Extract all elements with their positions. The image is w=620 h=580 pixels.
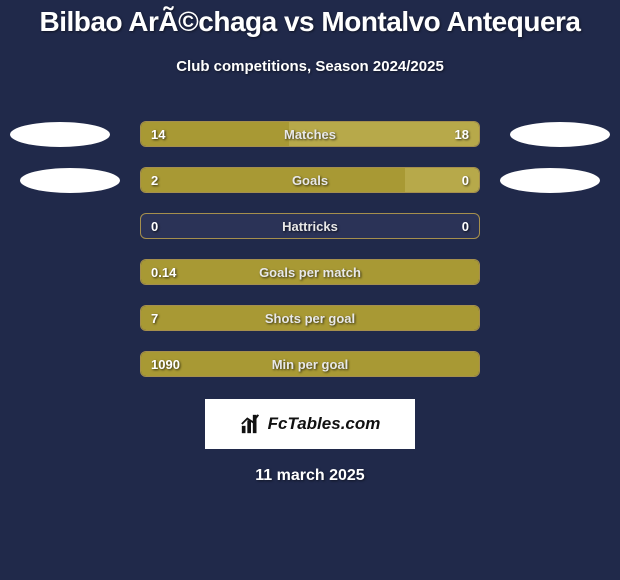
stat-bar: 20Goals [140, 167, 480, 193]
page-title: Bilbao ArÃ©chaga vs Montalvo Antequera [0, 0, 620, 38]
stat-row: 1090Min per goal [0, 341, 620, 387]
stat-bar: 1090Min per goal [140, 351, 480, 377]
team-logo-left [20, 168, 120, 193]
stat-bar: 1418Matches [140, 121, 480, 147]
brand-icon [240, 413, 262, 435]
stat-bar: 0 0Hattricks [140, 213, 480, 239]
comparison-infographic: Bilbao ArÃ©chaga vs Montalvo Antequera C… [0, 0, 620, 485]
bar-segment-left [141, 306, 479, 330]
bar-segment-right [405, 168, 479, 192]
team-logo-right [500, 168, 600, 193]
bar-segment-left [141, 122, 289, 146]
stat-row: 0 0Hattricks [0, 203, 620, 249]
bar-segment-left [141, 260, 479, 284]
stat-bar: 7Shots per goal [140, 305, 480, 331]
stat-bar: 0.14Goals per match [140, 259, 480, 285]
stats-list: 1418Matches 20Goals 0 0Hattricks 0.14Goals p… [0, 111, 620, 387]
date-label: 11 march 2025 [0, 467, 620, 485]
team-logo-left [10, 122, 110, 147]
brand-badge: FcTables.com [205, 399, 415, 449]
stat-row: 20Goals [0, 157, 620, 203]
subtitle: Club competitions, Season 2024/2025 [0, 58, 620, 75]
team-logo-right [510, 122, 610, 147]
stat-row: 0.14Goals per match [0, 249, 620, 295]
bar-segment-left [141, 352, 479, 376]
stat-row: 1418Matches [0, 111, 620, 157]
stat-label: Hattricks [141, 214, 479, 239]
bar-segment-right [289, 122, 479, 146]
stat-row: 7Shots per goal [0, 295, 620, 341]
stat-value-right: 0 [462, 214, 469, 239]
stat-value-left: 0 [151, 214, 158, 239]
bar-segment-left [141, 168, 405, 192]
brand-text: FcTables.com [268, 414, 381, 434]
